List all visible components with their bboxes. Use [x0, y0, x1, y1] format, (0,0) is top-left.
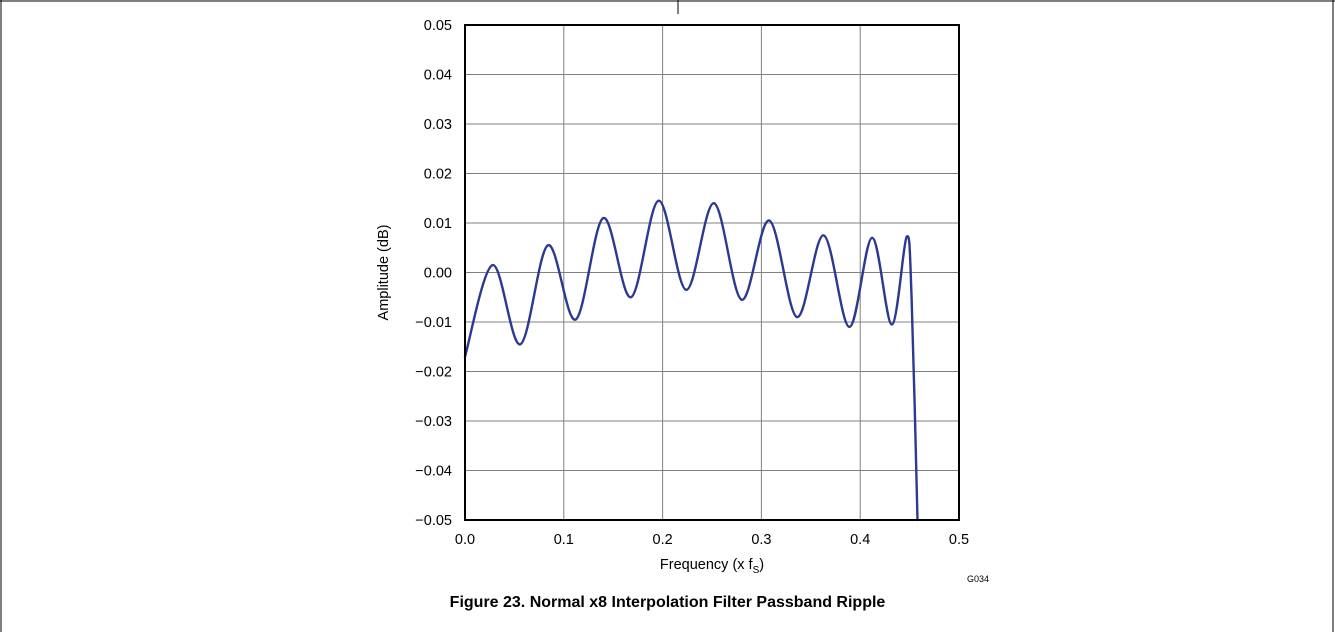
x-axis-label-subscript: S [753, 565, 760, 576]
y-tick-label: −0.02 [415, 365, 452, 381]
amplitude-curve [463, 199, 919, 522]
plot-area-border [464, 24, 960, 521]
x-tick-label: 0.5 [949, 532, 969, 548]
y-tick-label: 0.00 [424, 266, 452, 282]
y-tick-label: −0.04 [415, 464, 452, 480]
y-tick-label: 0.04 [424, 68, 452, 84]
y-tick-label: −0.03 [415, 414, 452, 430]
figure-caption: Figure 23. Normal x8 Interpolation Filte… [449, 594, 886, 611]
y-axis-label: Amplitude (dB) [376, 225, 392, 321]
x-axis-label: Frequency (x fS) [660, 557, 764, 576]
x-axis-label-end: ) [759, 557, 764, 573]
x-axis-label-text: Frequency (x f [660, 557, 754, 573]
y-tick-label: −0.01 [415, 315, 452, 331]
y-tick-label: −0.05 [415, 513, 452, 529]
x-tick-label: 0.3 [751, 532, 771, 548]
x-tick-label: 0.0 [455, 532, 475, 548]
y-tick-label: 0.02 [424, 167, 452, 183]
x-tick-label: 0.1 [554, 532, 574, 548]
y-tick-label: 0.03 [424, 117, 452, 133]
figure-code: G034 [967, 574, 989, 584]
tick-labels: 0.0 0.1 0.2 0.3 0.4 0.5 0.05 0.04 0.03 0.02 0.01 0.… [415, 18, 969, 548]
x-tick-label: 0.2 [653, 532, 673, 548]
y-tick-label: 0.05 [424, 18, 452, 34]
x-tick-label: 0.4 [850, 532, 870, 548]
y-tick-label: 0.01 [424, 216, 452, 232]
